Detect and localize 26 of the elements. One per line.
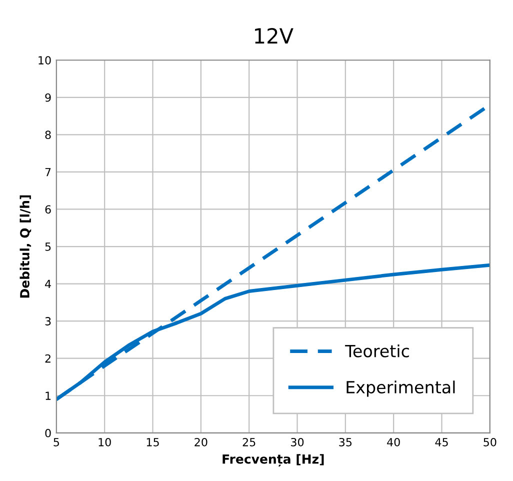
x-tick-label: 10 xyxy=(98,438,111,446)
y-tick-label: 7 xyxy=(45,168,51,176)
x-tick-label: 45 xyxy=(435,438,448,446)
y-tick-label: 5 xyxy=(45,242,51,251)
chart-title: 12V xyxy=(255,28,294,44)
legend-label: Teoretic xyxy=(345,344,409,358)
y-tick-label: 10 xyxy=(38,56,51,65)
y-tick-label: 0 xyxy=(45,428,51,438)
x-tick-label: 35 xyxy=(339,438,352,446)
y-axis-title: Debitul, Q [l/h] xyxy=(20,195,32,298)
x-tick-label: 25 xyxy=(242,438,256,446)
y-tick-label: 9 xyxy=(45,93,51,102)
x-tick-label: 5 xyxy=(54,438,59,446)
y-tick-label: 4 xyxy=(45,280,51,288)
legend-label: Experimental xyxy=(346,380,455,397)
y-tick-label: 2 xyxy=(45,354,50,363)
x-tick-label: 40 xyxy=(387,438,400,446)
x-axis-title: Frecvența [Hz] xyxy=(222,454,324,467)
y-tick-label: 6 xyxy=(45,205,51,214)
y-tick-label: 8 xyxy=(45,130,51,140)
x-tick-label: 20 xyxy=(194,438,208,446)
x-tick-label: 15 xyxy=(146,438,159,446)
y-tick-label: 3 xyxy=(45,317,51,326)
x-tick-label: 50 xyxy=(484,438,496,446)
x-tick-label: 30 xyxy=(291,438,304,446)
y-tick-label: 1 xyxy=(46,392,51,400)
